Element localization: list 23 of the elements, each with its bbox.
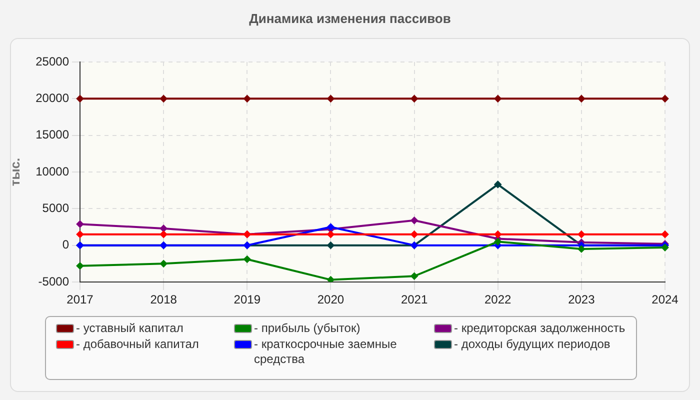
x-tick-label: 2018	[150, 292, 178, 307]
y-tick-label: 0	[62, 238, 70, 252]
legend-label: - добавочный капитал	[76, 337, 199, 352]
y-tick-label: 10000	[36, 164, 70, 178]
y-tick-label: 25000	[36, 54, 70, 68]
y-tick-label: 5000	[42, 200, 70, 215]
chart-title: Динамика изменения пассивов	[248, 11, 452, 26]
y-tick-label: 15000	[36, 128, 70, 142]
y-tick-label: 20000	[36, 90, 70, 105]
x-tick-label: 2024	[652, 292, 679, 307]
x-tick-label: 2020	[317, 292, 344, 307]
y-axis-title: тыс.	[7, 158, 22, 186]
y-tick-label: -5000	[38, 274, 70, 288]
x-tick-label: 2022	[484, 292, 512, 307]
x-tick-label: 2021	[400, 292, 428, 307]
legend-label: - уставный капитал	[76, 321, 184, 336]
legend-label: - прибыль (убыток)	[254, 321, 360, 336]
x-tick-label: 2017	[66, 292, 94, 307]
legend-label: - доходы будущих периодов	[454, 337, 610, 352]
legend-label: - краткосрочные заемные средства	[254, 337, 398, 367]
x-tick-label: 2023	[568, 292, 596, 307]
x-tick-label: 2019	[234, 292, 261, 307]
legend-label: - кредиторская задолженность	[454, 321, 626, 336]
